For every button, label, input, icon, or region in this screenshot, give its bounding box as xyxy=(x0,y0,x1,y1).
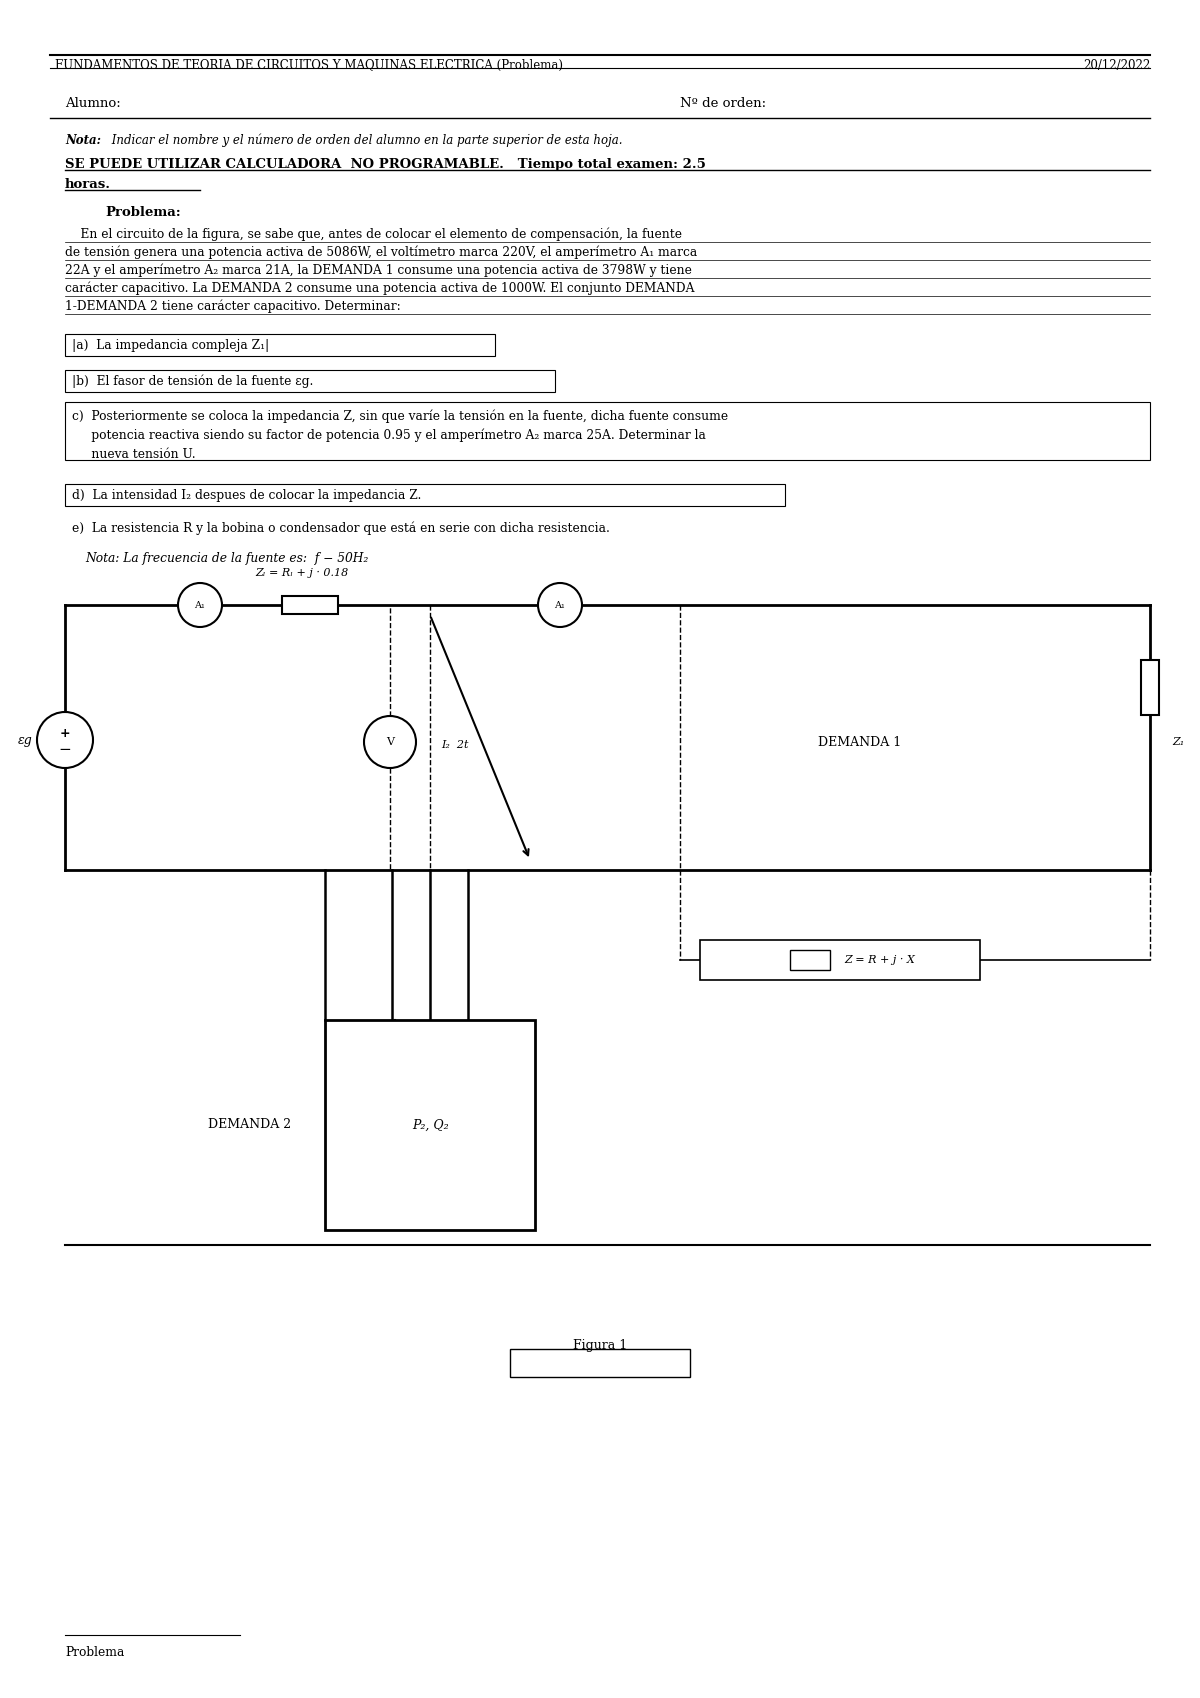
Text: 1-DEMANDA 2 tiene carácter capacitivo. Determinar:: 1-DEMANDA 2 tiene carácter capacitivo. D… xyxy=(65,299,401,312)
Text: FUNDAMENTOS DE TEORIA DE CIRCUITOS Y MAQUINAS ELECTRICA (Problema): FUNDAMENTOS DE TEORIA DE CIRCUITOS Y MAQ… xyxy=(55,58,563,71)
Text: Z = R + j · X: Z = R + j · X xyxy=(845,954,916,964)
Text: Figura 1: Figura 1 xyxy=(572,1338,628,1352)
Bar xyxy=(325,1020,535,1229)
Circle shape xyxy=(364,717,416,767)
Text: |a)  La impedancia compleja Z₁|: |a) La impedancia compleja Z₁| xyxy=(72,338,269,351)
Text: A₁: A₁ xyxy=(554,601,565,610)
Text: d)  La intensidad I₂ despues de colocar la impedancia Z.: d) La intensidad I₂ despues de colocar l… xyxy=(72,489,421,501)
Bar xyxy=(65,370,554,392)
Text: Z₁: Z₁ xyxy=(1172,737,1184,747)
Bar xyxy=(282,596,338,615)
Text: Nota:: Nota: xyxy=(65,134,101,146)
Text: +: + xyxy=(60,727,71,740)
Text: En el circuito de la figura, se sabe que, antes de colocar el elemento de compen: En el circuito de la figura, se sabe que… xyxy=(65,228,682,241)
Text: Problema: Problema xyxy=(65,1645,125,1659)
Text: DEMANDA 2: DEMANDA 2 xyxy=(209,1119,292,1131)
Text: P₂, Q₂: P₂, Q₂ xyxy=(412,1119,449,1131)
Text: c)  Posteriormente se coloca la impedancia Z, sin que varíe la tensión en la fue: c) Posteriormente se coloca la impedanci… xyxy=(72,409,728,423)
Text: Nota: La frecuencia de la fuente es:  f − 50H₂: Nota: La frecuencia de la fuente es: f −… xyxy=(85,552,368,564)
Text: 22A y el amperímetro A₂ marca 21A, la DEMANDA 1 consume una potencia activa de 3: 22A y el amperímetro A₂ marca 21A, la DE… xyxy=(65,263,692,277)
Text: Alumno:: Alumno: xyxy=(65,97,121,109)
Text: A₁: A₁ xyxy=(194,601,205,610)
Bar xyxy=(1141,659,1159,715)
Circle shape xyxy=(178,582,222,627)
Text: −: − xyxy=(59,742,71,757)
Bar xyxy=(700,941,980,980)
Circle shape xyxy=(538,582,582,627)
Text: Indicar el nombre y el número de orden del alumno en la parte superior de esta h: Indicar el nombre y el número de orden d… xyxy=(108,132,623,146)
Text: 20/12/2022: 20/12/2022 xyxy=(1082,58,1150,71)
Text: I₂  2t: I₂ 2t xyxy=(442,740,469,751)
Text: Nº de orden:: Nº de orden: xyxy=(680,97,766,109)
Text: de tensión genera una potencia activa de 5086W, el voltímetro marca 220V, el amp: de tensión genera una potencia activa de… xyxy=(65,245,697,258)
Text: nueva tensión U.: nueva tensión U. xyxy=(72,448,196,460)
Text: potencia reactiva siendo su factor de potencia 0.95 y el amperímetro A₂ marca 25: potencia reactiva siendo su factor de po… xyxy=(72,428,706,441)
Text: εg: εg xyxy=(18,734,34,747)
Bar xyxy=(65,402,1150,460)
Text: Zₗ = Rₗ + j · 0.18: Zₗ = Rₗ + j · 0.18 xyxy=(256,569,348,577)
Bar xyxy=(790,949,830,970)
Text: SE PUEDE UTILIZAR CALCULADORA  NO PROGRAMABLE.   Tiempo total examen: 2.5: SE PUEDE UTILIZAR CALCULADORA NO PROGRAM… xyxy=(65,158,706,170)
Text: V: V xyxy=(386,737,394,747)
Bar xyxy=(65,335,496,357)
Text: carácter capacitivo. La DEMANDA 2 consume una potencia activa de 1000W. El conju: carácter capacitivo. La DEMANDA 2 consum… xyxy=(65,282,695,295)
Text: e)  La resistencia R y la bobina o condensador que está en serie con dicha resis: e) La resistencia R y la bobina o conden… xyxy=(72,521,610,535)
Text: Problema:: Problema: xyxy=(106,205,181,219)
Text: horas.: horas. xyxy=(65,178,112,190)
Text: DEMANDA 1: DEMANDA 1 xyxy=(818,735,901,749)
Bar xyxy=(65,484,785,506)
Bar xyxy=(510,1348,690,1377)
Circle shape xyxy=(37,711,94,767)
Text: |b)  El fasor de tensión de la fuente εg.: |b) El fasor de tensión de la fuente εg. xyxy=(72,374,313,387)
